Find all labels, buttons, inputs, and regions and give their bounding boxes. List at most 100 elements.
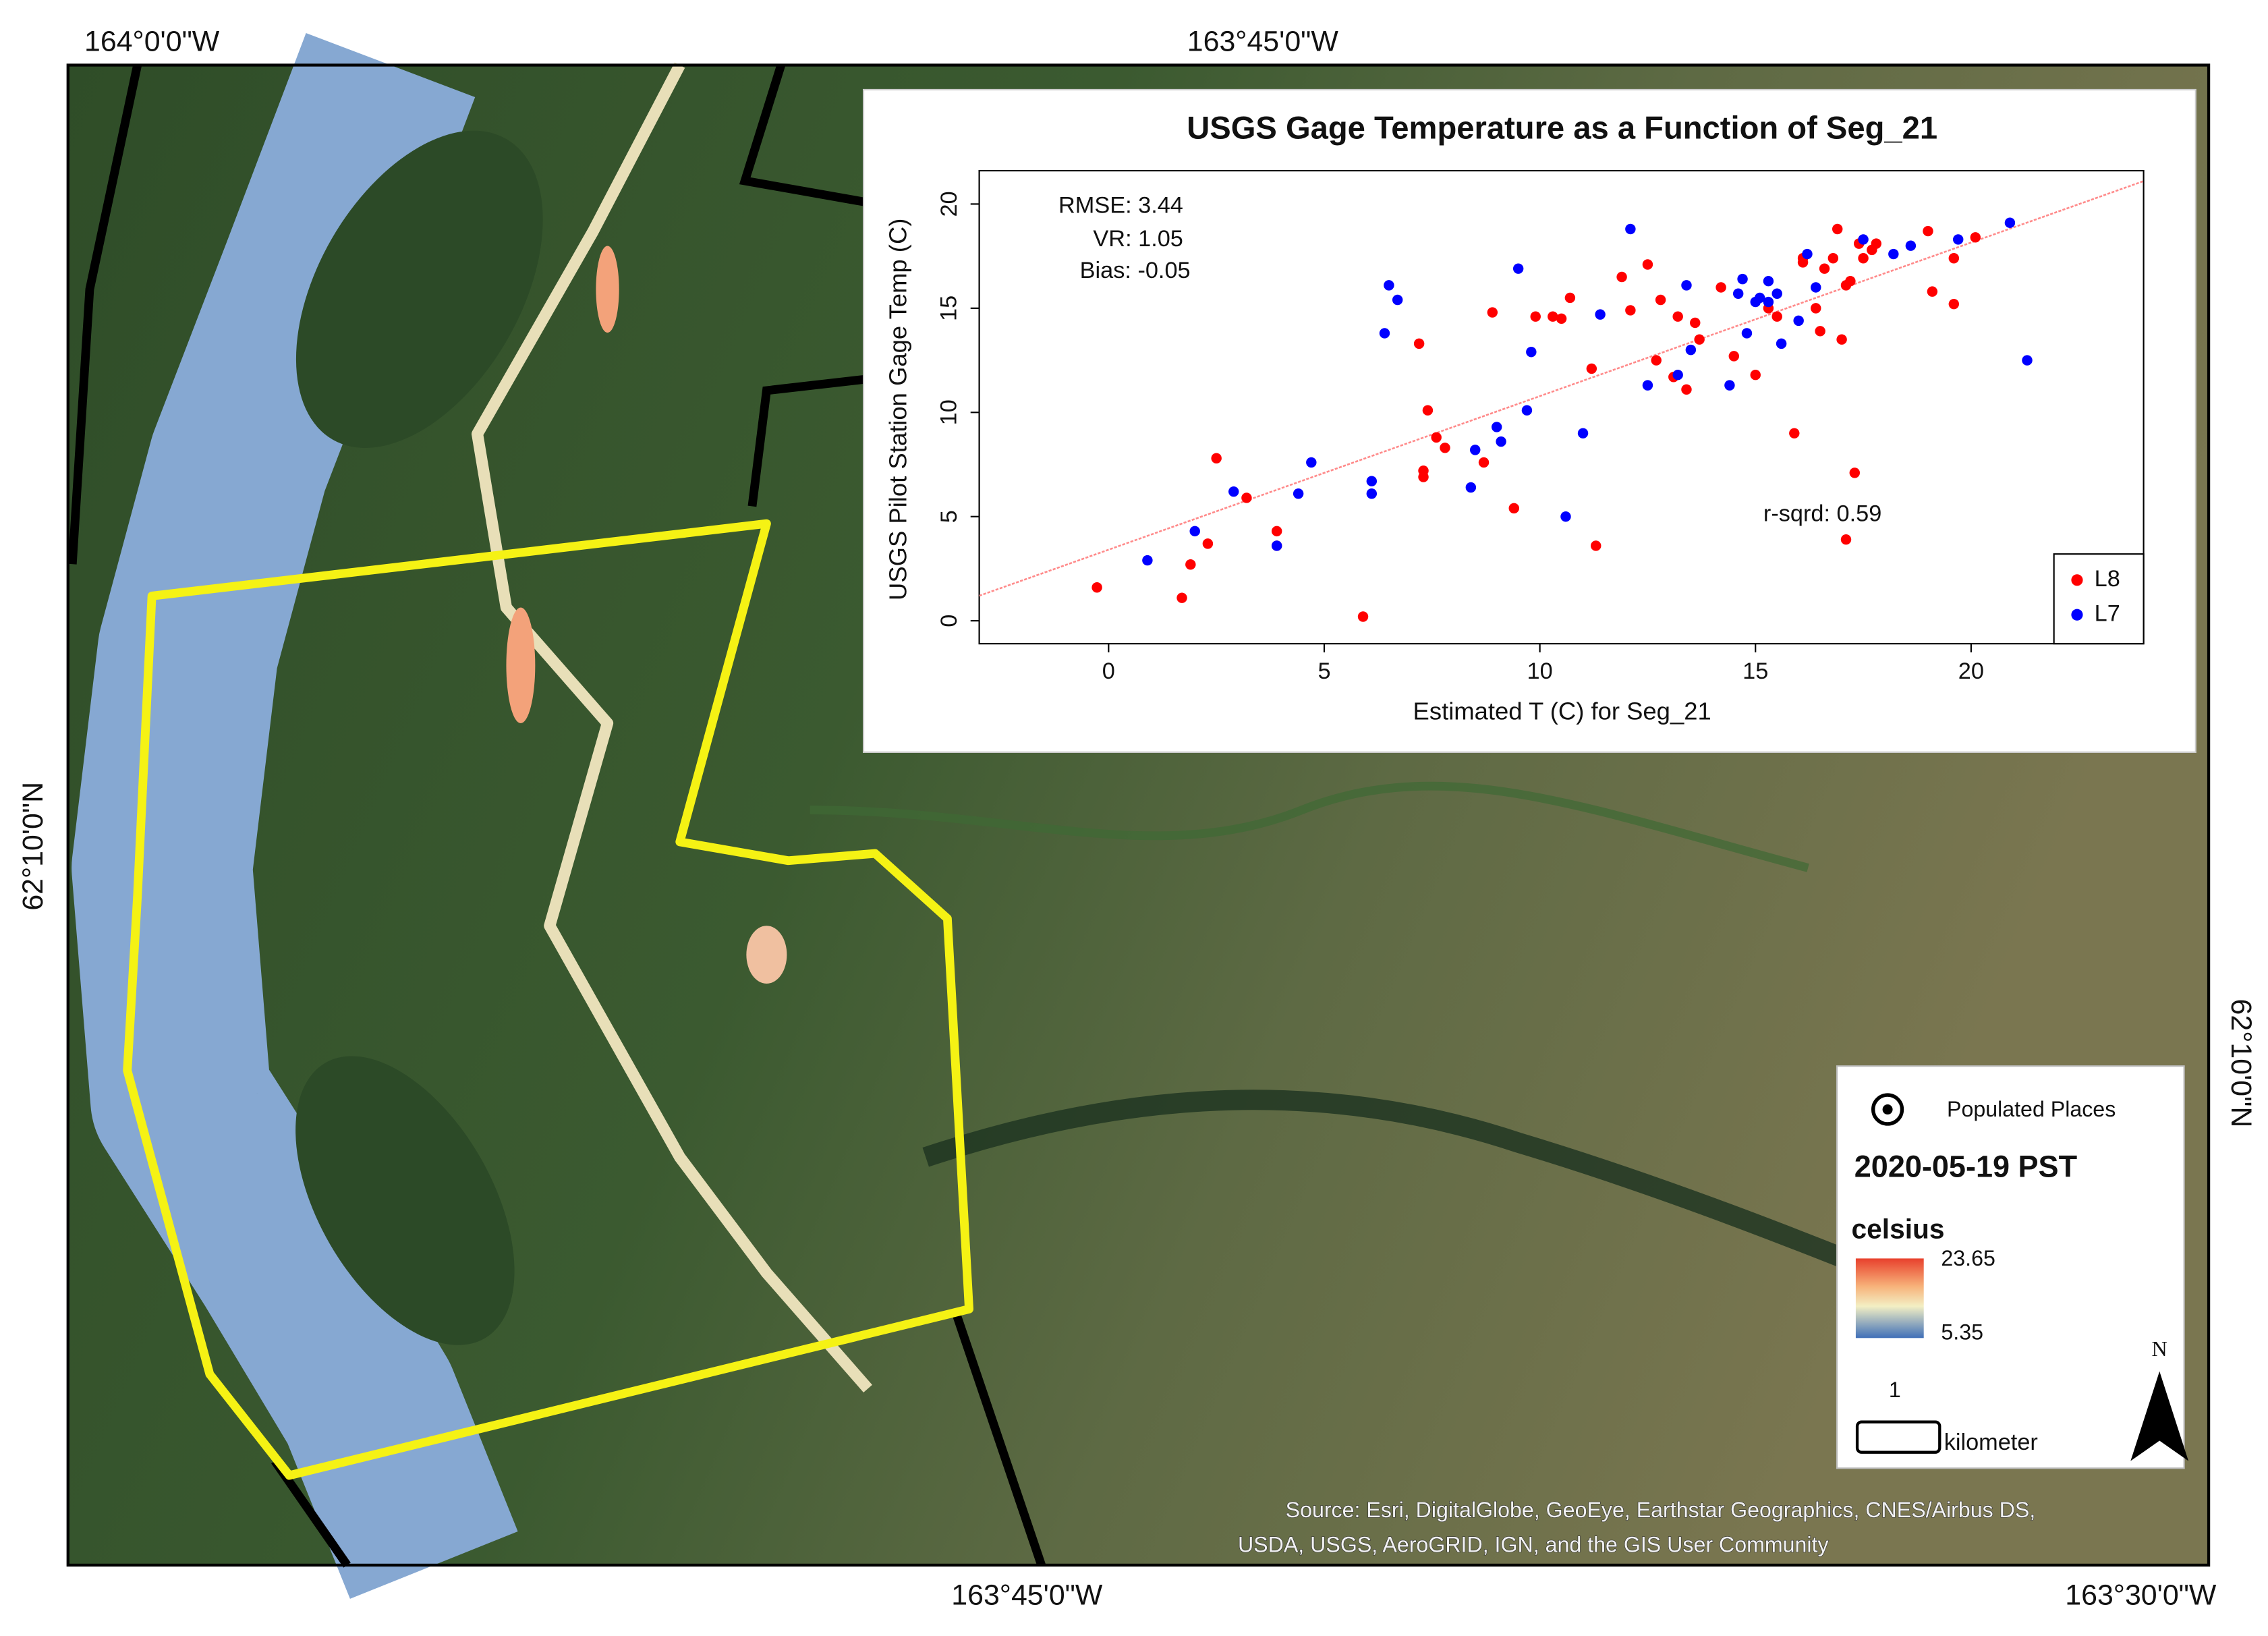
scatter-point (1927, 286, 1938, 297)
scatter-point (1948, 253, 1960, 264)
scatter-point (1271, 526, 1282, 537)
scatter-point (1815, 326, 1825, 337)
scatter-point (1176, 592, 1187, 603)
fit-line (979, 180, 2144, 597)
x-tick-label: 0 (1102, 658, 1115, 684)
coord-label: 164°0'0"W (84, 26, 220, 58)
north-arrow: N (2130, 1336, 2189, 1461)
chart-panel (862, 88, 2196, 754)
y-tick-label: 15 (936, 295, 962, 321)
scatter-point (1595, 309, 1606, 320)
scatter-point (1797, 257, 1809, 268)
scatter-point (1616, 271, 1627, 283)
scatter-point (1366, 488, 1378, 499)
scatter-point (1858, 253, 1869, 264)
scatter-point (1556, 313, 1567, 325)
y-tick-label: 0 (936, 615, 962, 627)
scatter-point (1357, 611, 1369, 622)
legend-date: 2020-05-19 PST (1854, 1149, 2078, 1183)
annotation: RMSE: 3.44 (1058, 193, 1183, 219)
scatter-point (1811, 303, 1821, 314)
y-tick-label: 10 (936, 399, 962, 425)
scatter-point (1642, 380, 1653, 391)
scatter-point (1642, 259, 1653, 270)
scatter-point (1905, 240, 1917, 251)
scatter-point (1681, 384, 1692, 395)
scatter-point (1625, 305, 1636, 316)
scatter-point (1728, 351, 1740, 362)
scatter-point (1548, 311, 1558, 322)
x-tick-label: 10 (1527, 658, 1553, 684)
x-tick-label: 20 (1958, 658, 1984, 684)
y-tick-label: 5 (936, 510, 962, 523)
legend-label: L7 (2095, 600, 2120, 626)
scatter-point (1754, 292, 1765, 304)
scatter-point (1241, 492, 1252, 503)
scatter-point (1530, 311, 1541, 322)
scatter-point (1384, 280, 1394, 291)
place-icon (1882, 1104, 1893, 1115)
scale-bar (1855, 1420, 1941, 1454)
scatter-point (1802, 248, 1813, 260)
scatter-point (1888, 248, 1899, 260)
north-arrow-shape (2130, 1371, 2189, 1461)
scatter-point (1771, 288, 1782, 299)
scatter-point (1431, 432, 1442, 443)
scatter-point (1189, 526, 1200, 537)
scatter-point (1685, 344, 1697, 356)
scatter-point (1672, 369, 1683, 380)
scatter-point (1491, 422, 1502, 432)
ramp-min: 5.35 (1941, 1320, 1983, 1344)
scatter-point (1849, 468, 1861, 478)
scatter-point (1496, 436, 1506, 447)
scatter-point (1651, 355, 1662, 366)
annotation: VR: 1.05 (1093, 226, 1183, 252)
color-ramp (1855, 1258, 1924, 1338)
scatter-point (1970, 232, 1981, 243)
scatter-point (1586, 363, 1597, 374)
scatter-point (1508, 503, 1519, 514)
map-legend: Populated Places 2020-05-19 PST celsius … (1836, 1065, 2185, 1469)
scatter-point (1413, 338, 1425, 349)
scatter-point (1858, 234, 1869, 245)
coord-label: 62°10'0"N (2225, 999, 2257, 1128)
scatter-point (1672, 311, 1683, 322)
y-tick-label: 20 (936, 191, 962, 217)
scale-value: 1 (1889, 1378, 1901, 1402)
x-tick-label: 15 (1742, 658, 1768, 684)
scale-unit: kilometer (1944, 1430, 2038, 1455)
scatter-point (1948, 298, 1960, 310)
scatter-point (1763, 296, 1774, 308)
scatter-point (1211, 453, 1222, 463)
scatter-point (1202, 538, 1214, 549)
scatter-point (1827, 253, 1839, 264)
annotation: r-sqrd: 0.59 (1763, 501, 1881, 526)
legend-box (2053, 553, 2145, 645)
scatter-point (1840, 534, 1852, 545)
scatter-point (1465, 482, 1477, 493)
plot-frame (978, 169, 2145, 645)
scatter-point (1871, 238, 1881, 249)
scatter-point (1228, 486, 1239, 497)
scatter-point (2004, 217, 2016, 228)
scatter-point (1789, 428, 1800, 439)
coord-label: 163°30'0"W (2065, 1579, 2217, 1611)
scatter-point (1306, 457, 1317, 468)
scatter-point (1422, 405, 1434, 416)
scatter-point (1836, 334, 1847, 345)
scatter-point (1521, 405, 1533, 416)
scatter-point (1560, 511, 1571, 522)
source-text: Source: Esri, DigitalGlobe, GeoEye, Eart… (1286, 1498, 2036, 1522)
scatter-point (1625, 223, 1636, 235)
x-axis-label: Estimated T (C) for Seg_21 (1413, 698, 1711, 725)
scatter-inset: USGS Gage Temperature as a Function of S… (862, 88, 2196, 754)
coord-label: 62°10'0"N (17, 782, 49, 911)
chart-title: USGS Gage Temperature as a Function of S… (1187, 109, 1937, 145)
scatter-point (1418, 466, 1429, 476)
scatter-point (1185, 559, 1196, 570)
scatter-point (1379, 328, 1390, 339)
legend-swatch (2071, 574, 2083, 586)
scatter-point (1366, 476, 1378, 486)
scatter-point (1681, 280, 1692, 291)
